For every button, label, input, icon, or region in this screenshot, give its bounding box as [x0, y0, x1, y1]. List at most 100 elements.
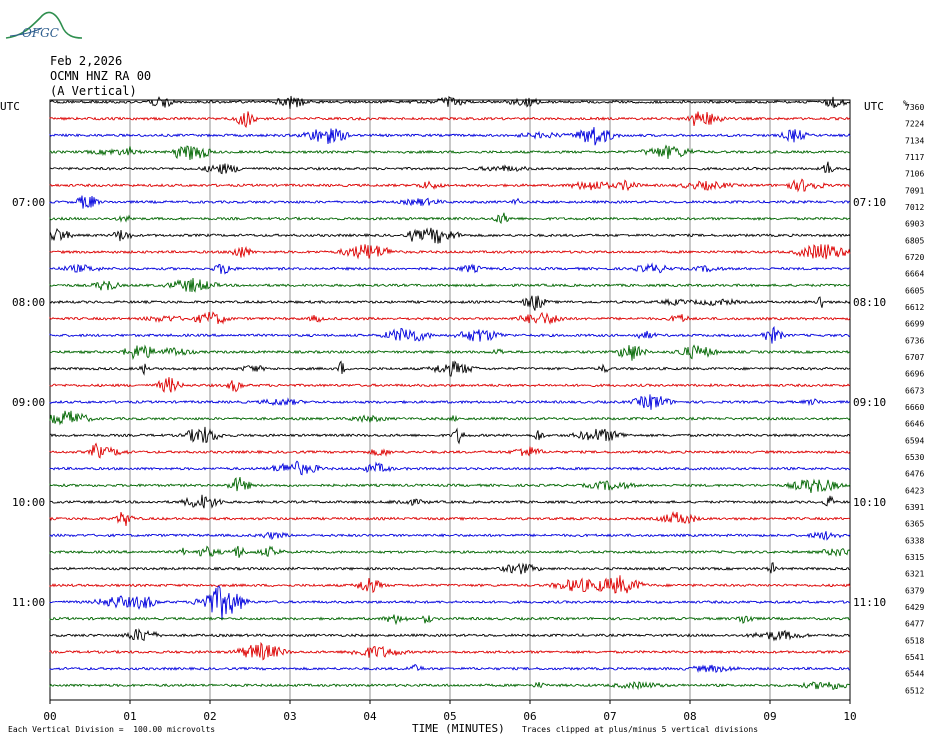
left-time-label: 07:00: [12, 196, 45, 209]
trace-line: [49, 144, 851, 161]
trace-line: [49, 360, 851, 377]
trace-line: [49, 95, 851, 110]
x-tick-label: 03: [283, 710, 296, 723]
trace-line: [49, 212, 851, 225]
x-tick-label: 00: [43, 710, 56, 723]
trace-value-label: 6605: [905, 286, 924, 295]
scale-note: Each Vertical Division = 100.00 microvol…: [8, 725, 216, 734]
trace-value-label: 6736: [905, 336, 924, 345]
x-tick-label: 01: [123, 710, 136, 723]
right-time-label: 07:10: [853, 196, 886, 209]
trace-line: [49, 460, 851, 476]
trace-line: [49, 531, 851, 541]
trace-value-label: 6338: [905, 536, 924, 545]
trace-line: [49, 277, 851, 293]
trace-line: [49, 326, 851, 344]
trace-value-label: 6646: [905, 420, 924, 429]
trace-line: [49, 262, 851, 275]
trace-value-label: 6805: [905, 236, 924, 245]
trace-value-label: 6541: [905, 653, 924, 662]
utc-left-label: UTC: [0, 100, 20, 113]
trace-value-label: 7106: [905, 170, 924, 179]
trace-value-label: 6530: [905, 453, 924, 462]
trace-value-label: 6365: [905, 520, 924, 529]
trace-line: [49, 311, 851, 325]
trace-line: [49, 377, 851, 393]
station-label: OCMN HNZ RA 00: [50, 69, 152, 83]
trace-line: [49, 161, 851, 175]
ofgc-logo: [4, 6, 84, 44]
right-time-label: 11:10: [853, 596, 886, 609]
left-time-label: 08:00: [12, 296, 45, 309]
trace-line: [49, 585, 850, 619]
right-time-label: 09:10: [853, 396, 886, 409]
clip-note: Traces clipped at plus/minus 5 vertical …: [522, 725, 759, 734]
trace-value-label: 6423: [905, 486, 924, 495]
trace-line: [49, 477, 851, 493]
trace-value-label: 6512: [905, 686, 924, 695]
right-time-label: 10:10: [853, 496, 886, 509]
trace-value-label: 6612: [905, 303, 924, 312]
trace-value-label: 6379: [905, 586, 924, 595]
trace-value-label: 7224: [905, 120, 924, 129]
x-tick-label: 09: [763, 710, 776, 723]
trace-line: [49, 426, 851, 445]
trace-line: [49, 111, 851, 128]
trace-line: [49, 681, 851, 691]
trace-line: [49, 628, 851, 642]
trace-value-label: 6429: [905, 603, 924, 612]
trace-value-label: 7117: [905, 153, 924, 162]
trace-value-label: 6699: [905, 320, 924, 329]
trace-value-label: 6594: [905, 436, 924, 445]
trace-value-label: 6477: [905, 620, 924, 629]
trace-value-label: 7012: [905, 203, 924, 212]
left-time-label: 11:00: [12, 596, 45, 609]
trace-line: [49, 127, 851, 146]
x-tick-label: 07: [603, 710, 616, 723]
x-tick-label: 06: [523, 710, 536, 723]
trace-line: [49, 641, 850, 661]
left-time-label: 09:00: [12, 396, 45, 409]
trace-line: [49, 614, 851, 626]
trace-value-label: 6673: [905, 386, 924, 395]
trace-line: [49, 244, 851, 260]
trace-line: [49, 227, 851, 244]
right-time-label: 08:10: [853, 296, 886, 309]
trace-layer: [49, 95, 851, 691]
trace-value-label: 7134: [905, 136, 924, 145]
trace-line: [49, 195, 851, 209]
logo-text: OFGC: [22, 26, 59, 40]
trace-value-label: 6720: [905, 253, 924, 262]
trace-value-label: 6696: [905, 370, 924, 379]
component-label: (A Vertical): [50, 84, 137, 98]
date-label: Feb 2,2026: [50, 54, 123, 68]
trace-line: [49, 295, 851, 311]
trace-value-label: 6903: [905, 220, 924, 229]
trace-value-label: 6391: [905, 503, 924, 512]
x-axis-label: TIME (MINUTES): [412, 722, 505, 735]
trace-line: [49, 394, 851, 410]
trace-value-label: 6315: [905, 553, 924, 562]
trace-line: [49, 511, 851, 527]
trace-value-label: 6660: [905, 403, 924, 412]
trace-value-label: 6476: [905, 470, 924, 479]
trace-line: [49, 178, 851, 193]
trace-value-label: 7360: [905, 103, 924, 112]
trace-value-label: 6544: [905, 670, 924, 679]
trace-line: [49, 442, 851, 459]
trace-line: [49, 344, 851, 361]
trace-line: [49, 663, 851, 674]
x-tick-label: 04: [363, 710, 377, 723]
grid-layer: [49, 99, 851, 704]
trace-line: [49, 562, 850, 575]
trace-value-label: 6518: [905, 636, 924, 645]
x-tick-label: 08: [683, 710, 696, 723]
x-tick-label: 02: [203, 710, 216, 723]
trace-line: [49, 545, 851, 558]
trace-line: [49, 575, 851, 594]
trace-value-label: 6664: [905, 270, 924, 279]
trace-line: [49, 494, 851, 509]
trace-value-label: 6321: [905, 570, 924, 579]
trace-value-label: 7091: [905, 186, 924, 195]
